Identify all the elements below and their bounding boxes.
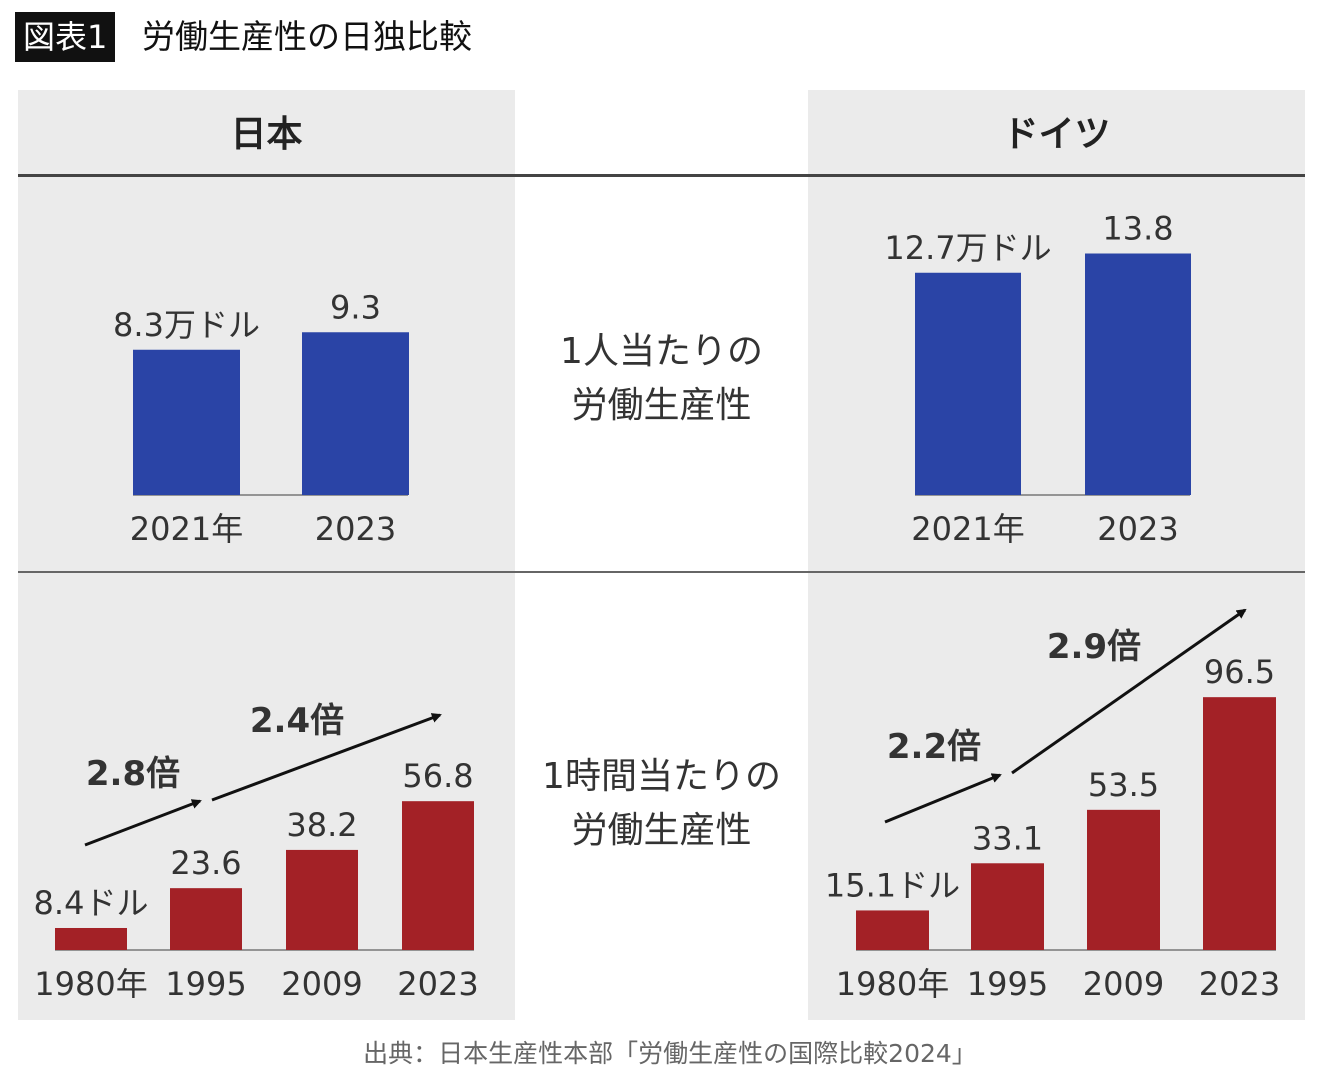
data-label: 56.8 bbox=[402, 757, 473, 795]
source-note: 出典：日本生産性本部「労働生産性の国際比較2024」 bbox=[363, 1039, 977, 1068]
bar bbox=[1203, 697, 1276, 950]
tick-label: 2021年 bbox=[130, 510, 243, 548]
bar bbox=[55, 927, 127, 950]
bar bbox=[1085, 253, 1191, 495]
tick-label: 2023 bbox=[1097, 510, 1178, 548]
tick-label: 2021年 bbox=[911, 510, 1024, 548]
tick-label: 1995 bbox=[165, 965, 246, 1003]
header-germany: ドイツ bbox=[1002, 114, 1111, 155]
data-label: 9.3 bbox=[330, 288, 381, 326]
growth-annotation: 2.9倍 bbox=[1047, 627, 1141, 667]
bar bbox=[402, 801, 474, 950]
tick-label: 2023 bbox=[397, 965, 478, 1003]
row-label-per-person: 1人当たりの 労働生産性 bbox=[515, 325, 808, 433]
growth-annotation: 2.2倍 bbox=[887, 727, 981, 767]
growth-arrow-icon bbox=[884, 773, 1002, 824]
data-label: 53.5 bbox=[1088, 766, 1159, 804]
tick-label: 2009 bbox=[1083, 965, 1164, 1003]
tick-label: 1995 bbox=[967, 965, 1048, 1003]
tick-label: 2023 bbox=[315, 510, 396, 548]
row-label-per-hour: 1時間当たりの 労働生産性 bbox=[515, 750, 808, 858]
growth-arrow-icon bbox=[211, 713, 442, 802]
tick-label: 2009 bbox=[281, 965, 362, 1003]
bar bbox=[915, 272, 1021, 495]
data-label: 23.6 bbox=[170, 844, 241, 882]
data-label: 33.1 bbox=[972, 819, 1043, 857]
row-label-line: 労働生産性 bbox=[571, 385, 752, 426]
bar bbox=[971, 863, 1044, 950]
bar bbox=[1087, 809, 1160, 950]
tick-label: 2023 bbox=[1199, 965, 1280, 1003]
data-label: 12.7万ドル bbox=[884, 229, 1051, 267]
data-label: 15.1ドル bbox=[825, 866, 960, 904]
growth-arrow-icon bbox=[84, 799, 202, 847]
growth-arrow-icon bbox=[1011, 608, 1247, 775]
row-divider bbox=[18, 571, 1305, 573]
header-japan: 日本 bbox=[230, 114, 303, 155]
data-label: 96.5 bbox=[1204, 653, 1275, 691]
header-divider bbox=[18, 174, 1305, 177]
data-label: 38.2 bbox=[286, 806, 357, 844]
bar bbox=[856, 910, 929, 950]
bar bbox=[286, 849, 358, 950]
figure-title: 労働生産性の日独比較 bbox=[142, 17, 472, 56]
figure-tag: 図表1 bbox=[15, 12, 116, 62]
bar bbox=[133, 349, 240, 495]
row-label-line: 労働生産性 bbox=[571, 810, 752, 851]
bar bbox=[170, 888, 242, 950]
row-label-line: 1時間当たりの bbox=[542, 756, 781, 797]
growth-annotation: 2.4倍 bbox=[250, 701, 344, 741]
row-label-line: 1人当たりの bbox=[560, 331, 763, 372]
growth-annotation: 2.8倍 bbox=[86, 754, 180, 794]
bar bbox=[302, 332, 409, 495]
data-label: 8.4ドル bbox=[34, 884, 149, 922]
tick-label: 1980年 bbox=[836, 965, 949, 1003]
tick-label: 1980年 bbox=[34, 965, 147, 1003]
data-label: 8.3万ドル bbox=[113, 306, 260, 344]
data-label: 13.8 bbox=[1102, 210, 1173, 248]
